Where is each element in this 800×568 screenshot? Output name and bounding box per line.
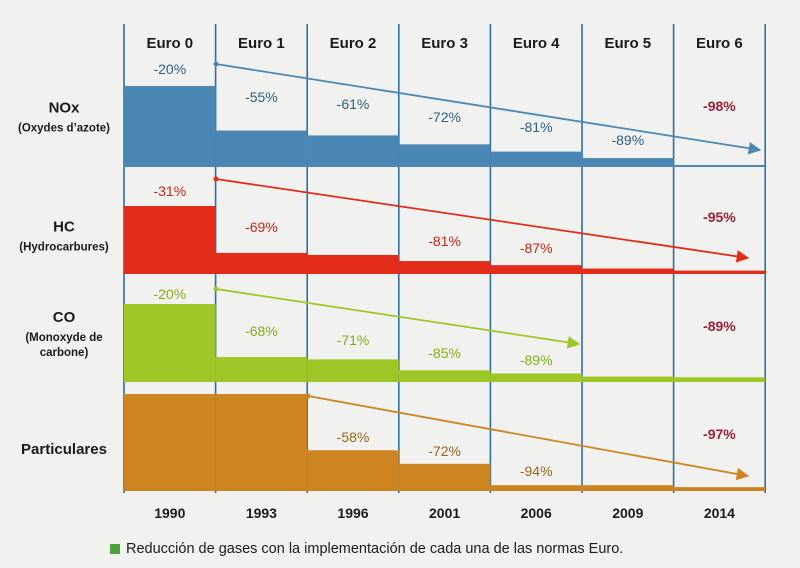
row-sublabel: (Hydrocarbures) [19, 242, 109, 254]
row-label: CO [53, 309, 76, 326]
bar [490, 151, 582, 167]
data-label: -31% [153, 183, 186, 199]
bar [398, 144, 491, 167]
year-label: 1996 [337, 505, 368, 521]
trend-arrow [215, 63, 762, 155]
year-label: 2014 [704, 505, 735, 521]
bar [490, 485, 582, 491]
row-labels: NOx (Oxydes d’azote) HC (Hydrocarbures) CO (M… [18, 100, 110, 459]
bar [582, 158, 674, 167]
column-header: Euro 5 [604, 35, 651, 52]
bar [215, 252, 308, 274]
data-label: -58% [337, 429, 370, 445]
trend-arrow [307, 395, 750, 481]
data-labels: -20% -55% -61% -72% -81% -89% -98% -31% -69% -81%… [153, 61, 736, 479]
bar [215, 394, 308, 491]
data-label: -94% [520, 463, 553, 479]
column-header: Euro 6 [696, 35, 743, 52]
year-label: 2009 [612, 505, 643, 521]
bar [307, 450, 399, 491]
year-label: 2001 [429, 505, 460, 521]
bar [673, 377, 766, 382]
column-header: Euro 4 [513, 35, 560, 52]
bar [490, 373, 582, 382]
row-sublabel: (Oxydes d’azote) [18, 123, 110, 135]
row-label: HC [53, 219, 75, 236]
footnote-text: Reducción de gases con la implementación… [126, 541, 623, 557]
legend-marker [110, 544, 120, 554]
data-label: -55% [245, 89, 278, 105]
row-label: NOx [49, 100, 81, 117]
bar [124, 86, 216, 167]
bar [582, 268, 674, 274]
bar [582, 376, 674, 382]
bar [490, 265, 582, 274]
bar [673, 487, 766, 491]
bar [307, 135, 399, 167]
data-label: -72% [428, 443, 461, 459]
bar [215, 357, 308, 382]
data-label: -71% [337, 332, 370, 348]
year-label: 1990 [154, 505, 185, 521]
bar [398, 261, 491, 274]
column-headers: Euro 0 Euro 1 Euro 2 Euro 3 Euro 4 Euro 5 Euro… [146, 35, 742, 52]
bar [398, 370, 491, 382]
footnote: Reducción de gases con la implementación… [110, 541, 623, 557]
bar [215, 130, 308, 167]
data-label: -72% [428, 109, 461, 125]
trend-arrow-start [213, 286, 219, 292]
row-sublabel: (Monoxyde de [25, 332, 102, 344]
bar [673, 165, 766, 167]
column-header: Euro 3 [421, 35, 468, 52]
column-header: Euro 0 [146, 35, 193, 52]
data-label: -98% [703, 98, 736, 114]
trend-arrows [213, 61, 762, 481]
year-label: 2006 [521, 505, 552, 521]
data-label: -89% [703, 318, 736, 334]
bar [398, 463, 491, 491]
column-header: Euro 2 [330, 35, 377, 52]
trend-arrow [215, 288, 581, 349]
data-label: -69% [245, 219, 278, 235]
data-label: -20% [153, 286, 186, 302]
data-label: -81% [428, 233, 461, 249]
bar [307, 254, 399, 274]
year-label: 1993 [246, 505, 277, 521]
data-label: -87% [520, 240, 553, 256]
trend-arrow-start [213, 61, 219, 67]
data-label: -97% [703, 426, 736, 442]
trend-arrow-start [213, 176, 219, 182]
data-label: -89% [520, 352, 553, 368]
bar [124, 394, 216, 491]
bar [124, 304, 216, 382]
row-label: Particulares [21, 441, 107, 458]
data-label: -68% [245, 323, 278, 339]
data-label: -61% [337, 96, 370, 112]
column-header: Euro 1 [238, 35, 285, 52]
data-label: -81% [520, 119, 553, 135]
bar [307, 359, 399, 382]
trend-arrow-start [305, 393, 311, 399]
bar [673, 270, 766, 274]
bar [582, 485, 674, 491]
data-label: -89% [611, 132, 644, 148]
year-labels: 1990 1993 1996 2001 2006 2009 2014 [154, 505, 735, 521]
row-sublabel: carbone) [40, 347, 89, 359]
data-label: -85% [428, 345, 461, 361]
bar [124, 206, 216, 274]
bars [124, 86, 766, 491]
data-label: -95% [703, 209, 736, 225]
trend-arrow [215, 178, 750, 263]
data-label: -20% [153, 61, 186, 77]
